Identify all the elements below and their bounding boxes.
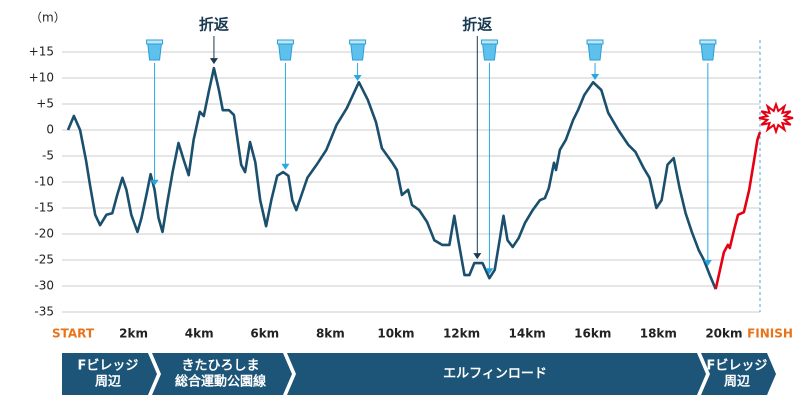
water-cup-top — [480, 39, 498, 45]
section-label: きたひろしま — [181, 359, 259, 374]
water-arrowhead — [150, 179, 159, 186]
y-tick-label: -5 — [42, 149, 54, 163]
turnaround-arrowhead — [209, 58, 218, 65]
water-cup — [147, 41, 163, 61]
x-tick-label: 16km — [574, 327, 611, 341]
elevation-line — [714, 131, 762, 290]
y-tick-label: -25 — [34, 253, 54, 267]
elevation-line — [66, 66, 717, 290]
y-tick-label: -35 — [34, 305, 54, 319]
water-arrowhead — [703, 260, 712, 267]
y-tick-label: -30 — [34, 279, 54, 293]
x-tick-label: 2km — [119, 327, 148, 341]
water-cup — [350, 41, 366, 61]
water-cup — [277, 41, 293, 61]
turnaround-arrowhead — [473, 253, 482, 260]
y-tick-label: -20 — [34, 227, 54, 241]
water-cup — [700, 41, 716, 61]
section-label: エルフィンロード — [443, 367, 547, 382]
y-tick-label: +5 — [36, 97, 54, 111]
water-cup — [587, 41, 603, 61]
section-label: 周辺 — [724, 375, 750, 390]
section-band — [152, 353, 292, 395]
water-cup — [481, 41, 497, 61]
x-tick-label: 10km — [377, 327, 414, 341]
y-tick-label: -10 — [34, 175, 54, 189]
y-tick-label: -15 — [34, 201, 54, 215]
water-arrowhead — [353, 74, 362, 81]
section-label: 周辺 — [95, 375, 121, 390]
x-tick-label: 8km — [316, 327, 345, 341]
x-tick-label: 20km — [705, 327, 742, 341]
section-label: 総合運動公園線 — [175, 374, 267, 390]
y-tick-label: +10 — [29, 71, 54, 85]
x-tick-label: START — [52, 327, 95, 341]
x-tick-label: 12km — [443, 327, 480, 341]
section-band — [62, 353, 157, 395]
turnaround-label: 折返 — [462, 16, 492, 34]
water-arrowhead — [281, 163, 290, 170]
section-band — [287, 353, 706, 395]
y-axis-label: （m） — [30, 11, 66, 25]
y-tick-label: 0 — [46, 123, 54, 137]
water-cup-top — [146, 39, 164, 45]
water-arrowhead — [485, 268, 494, 275]
water-cup-top — [586, 39, 604, 45]
water-cup-top — [349, 39, 367, 45]
x-tick-label: 6km — [250, 327, 279, 341]
y-tick-label: +15 — [29, 45, 54, 59]
section-band — [701, 353, 776, 395]
x-tick-label: 4km — [185, 327, 214, 341]
x-tick-label: FINISH — [747, 327, 793, 341]
x-tick-label: 14km — [509, 327, 546, 341]
turnaround-label: 折返 — [199, 16, 229, 34]
water-cup-top — [276, 39, 294, 45]
water-arrowhead — [591, 74, 600, 81]
finish-burst — [758, 101, 794, 135]
water-cup-top — [699, 39, 717, 45]
x-tick-label: 18km — [640, 327, 677, 341]
section-label: Fビレッジ — [707, 358, 768, 374]
section-label: Fビレッジ — [78, 358, 139, 374]
